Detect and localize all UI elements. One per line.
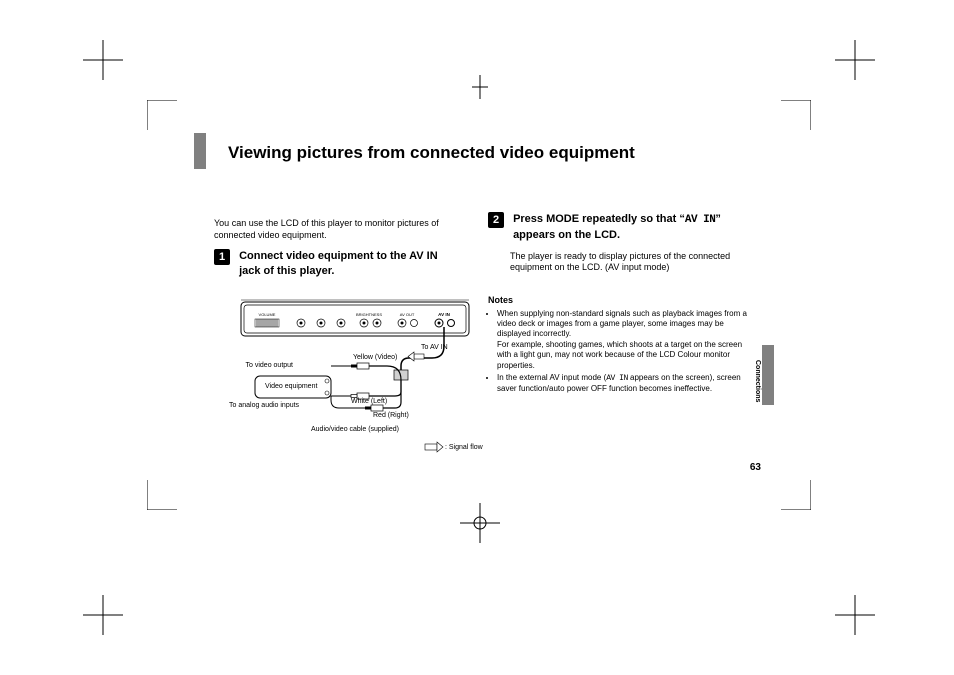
crop-mark-tl [83, 40, 123, 80]
bracket-br [781, 480, 811, 510]
crop-mark-bl [83, 595, 123, 635]
step-2-badge: 2 [488, 212, 504, 228]
manual-page: Viewing pictures from connected video eq… [0, 0, 954, 675]
panel-label-brightness: BRIGHTNESS [356, 312, 382, 317]
note-2: In the external AV input mode (AV IN app… [497, 373, 752, 395]
panel-label-volume: VOLUME [259, 312, 276, 317]
page-number: 63 [750, 462, 761, 473]
callout-yellow: Yellow (Video) [353, 354, 397, 361]
callout-to-video-output: To video output [233, 362, 293, 369]
callout-to-analog: To analog audio inputs [229, 402, 299, 409]
note-2-pre: In the external AV input mode ( [497, 373, 606, 382]
bracket-bl [147, 480, 177, 510]
callout-video-equipment: Video equipment [265, 383, 317, 390]
step-2-heading-pre: Press MODE repeatedly so that “ [513, 213, 685, 225]
note-1: When supplying non-standard signals such… [497, 309, 752, 371]
section-tab [762, 345, 774, 405]
crop-mark-br [835, 595, 875, 635]
center-top-mark [460, 75, 500, 99]
step-2: 2 Press MODE repeatedly so that “AV IN” … [488, 212, 748, 274]
step-2-heading: Press MODE repeatedly so that “AV IN” ap… [513, 212, 733, 243]
bracket-tl [147, 100, 177, 130]
section-label: Connections [754, 360, 761, 402]
step-2-heading-mono: AV IN [685, 214, 716, 226]
panel-label-avin: AV IN [438, 312, 450, 317]
bracket-tr [781, 100, 811, 130]
note-2-mono: AV IN [606, 374, 628, 383]
notes-block: Notes When supplying non-standard signal… [488, 295, 752, 397]
callout-signal-flow: : Signal flow [445, 444, 483, 451]
note-1-a: When supplying non-standard signals such… [497, 309, 747, 339]
step-1-badge: 1 [214, 249, 230, 265]
callout-to-av-in: To AV IN [421, 344, 448, 351]
callout-cable: Audio/video cable (supplied) [311, 426, 399, 433]
intro-text: You can use the LCD of this player to mo… [214, 218, 469, 241]
step-2-body: The player is ready to display pictures … [510, 251, 748, 274]
callout-red: Red (Right) [373, 412, 409, 419]
step-1-heading: Connect video equipment to the AV IN jac… [239, 249, 459, 279]
callout-white: White (Left) [351, 398, 387, 405]
panel-label-avout: AV OUT [400, 312, 415, 317]
crop-mark-tr [835, 40, 875, 80]
note-1-b: For example, shooting games, which shoot… [497, 340, 742, 370]
notes-heading: Notes [488, 295, 752, 307]
connection-diagram: VOLUME BRIGHTNESS [239, 296, 471, 456]
page-title: Viewing pictures from connected video eq… [228, 143, 635, 163]
center-cross [460, 503, 500, 543]
title-accent-bar [194, 133, 206, 169]
step-1: 1 Connect video equipment to the AV IN j… [214, 249, 469, 279]
